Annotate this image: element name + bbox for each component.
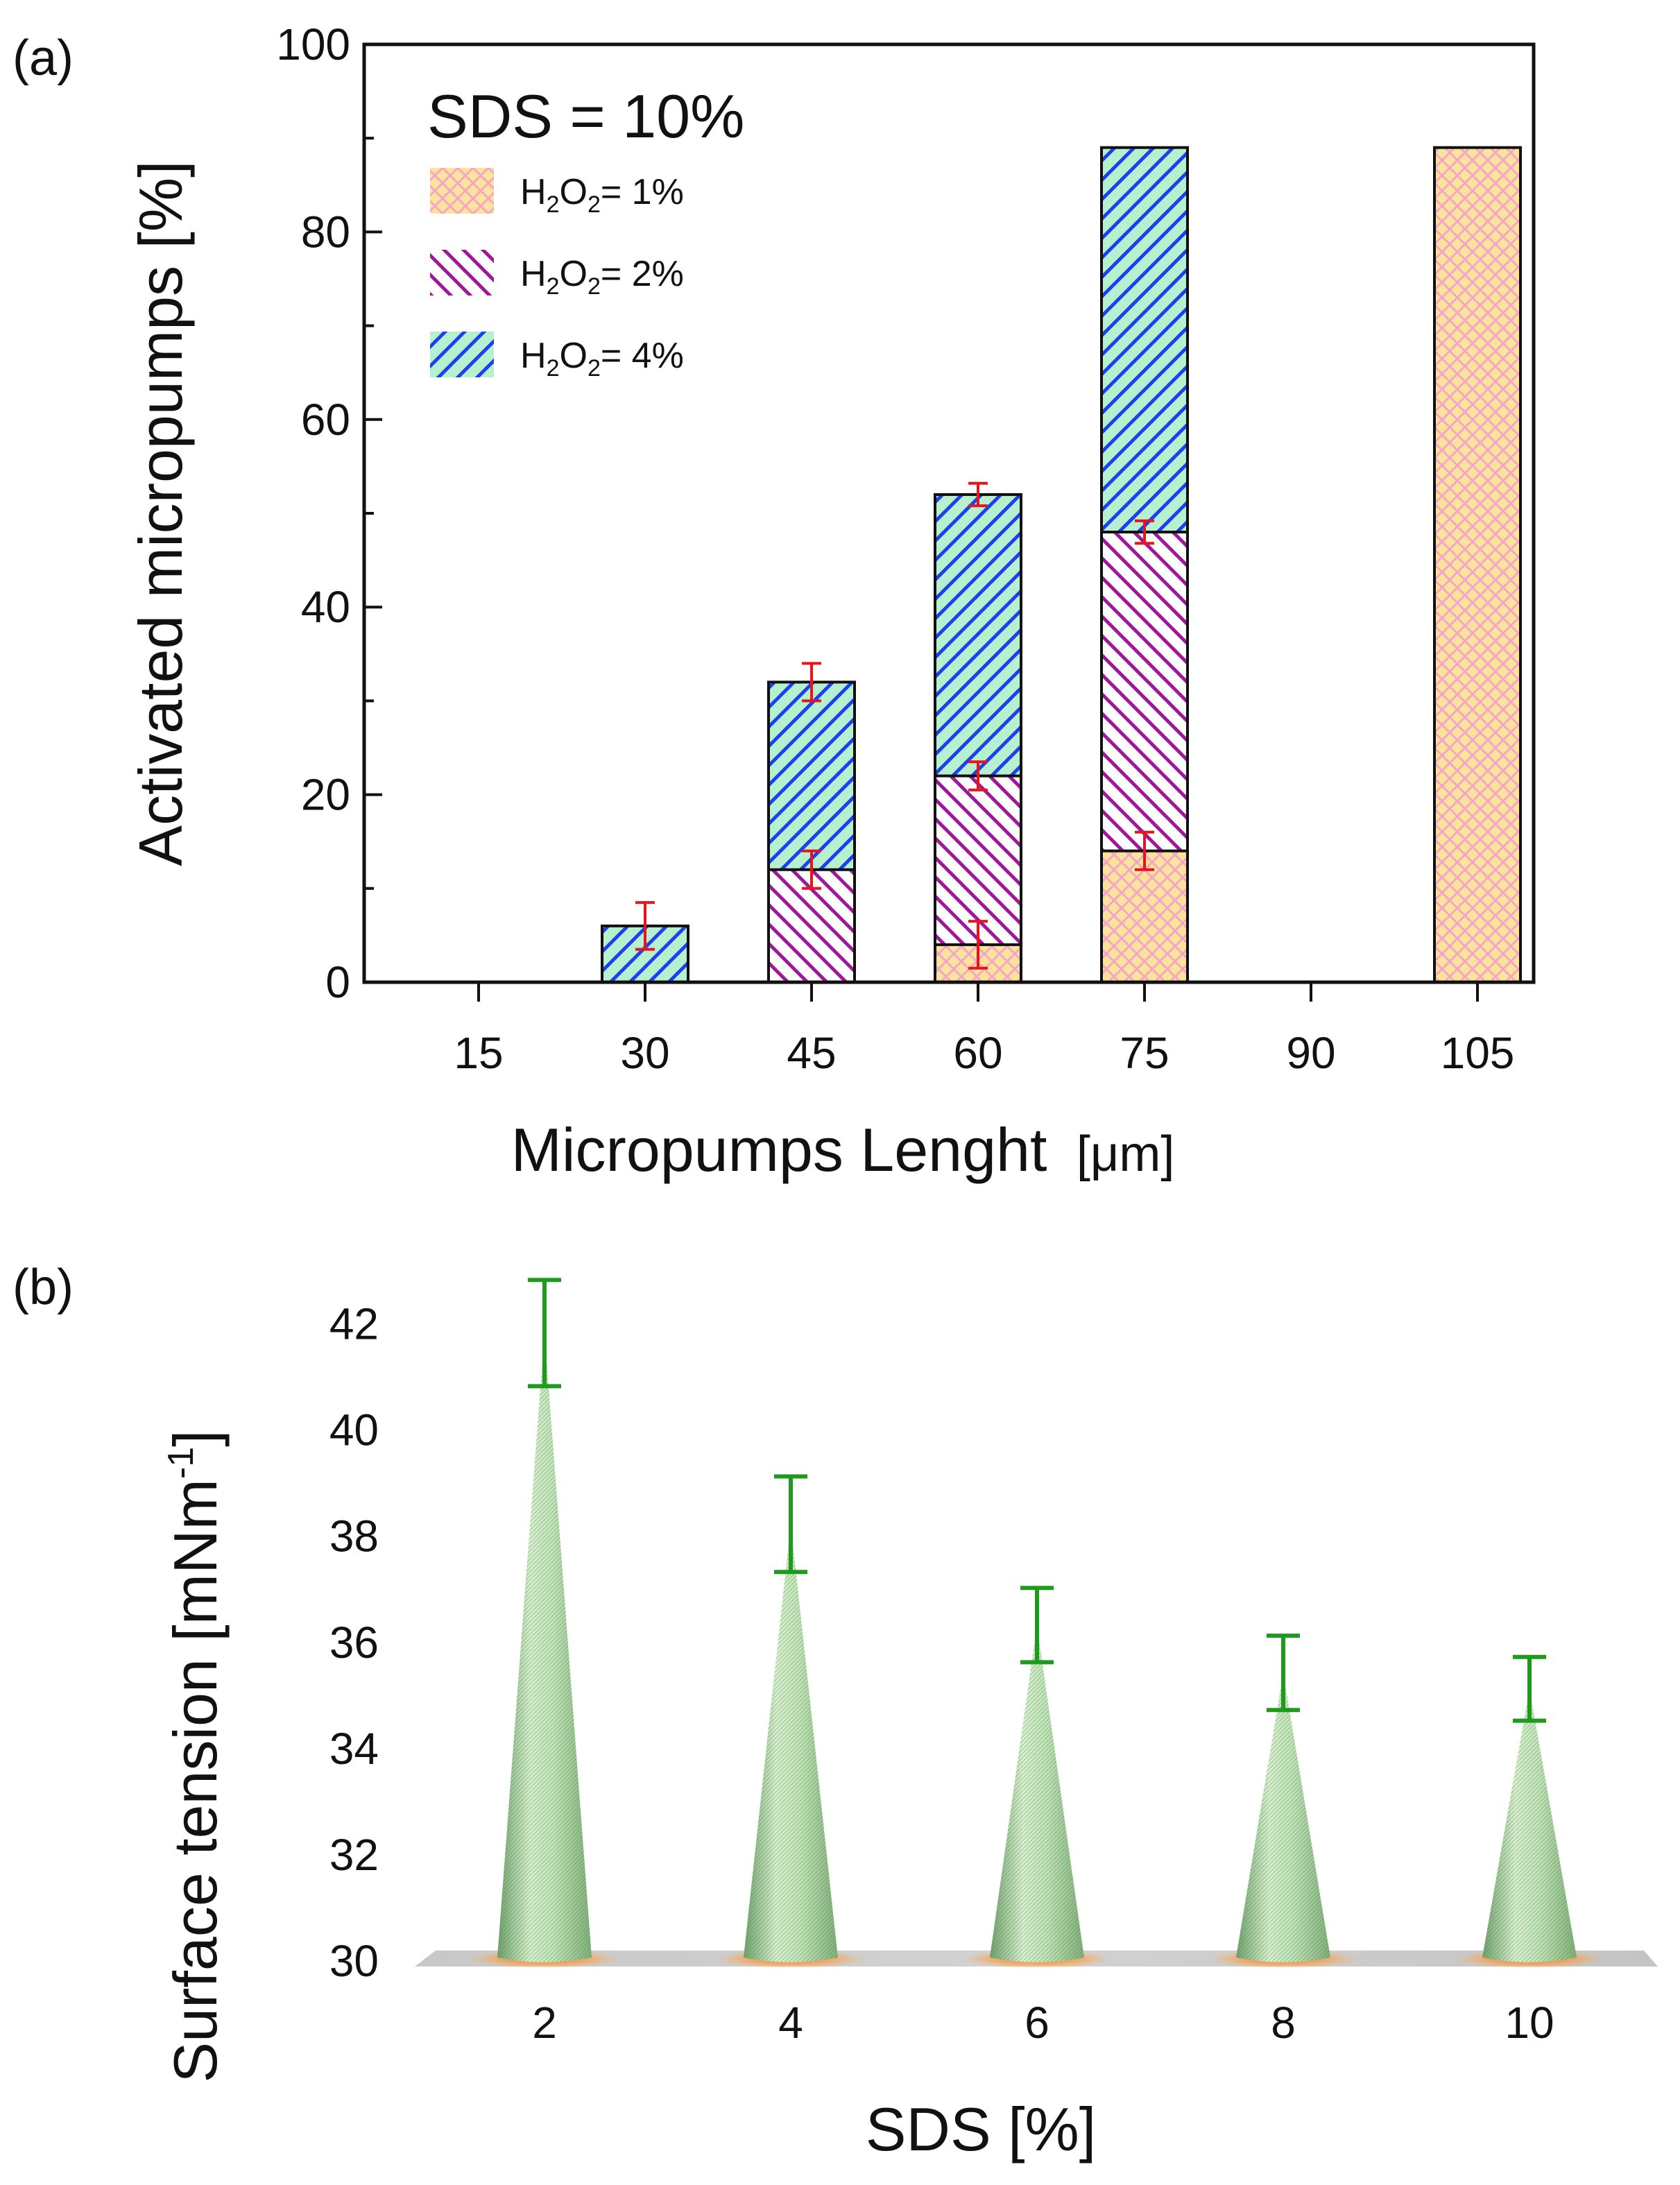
legend-label-part: O xyxy=(559,254,587,294)
legend-label: H2O2= 2% xyxy=(520,254,684,300)
b-cone-texture xyxy=(1236,1672,1330,1962)
b-x-tick-label: 4 xyxy=(778,1998,803,2048)
a-x-tick-label: 15 xyxy=(454,1028,503,1078)
legend-label-part: = 2% xyxy=(601,254,684,294)
a-x-axis-label: Micropumps Lenght xyxy=(511,1115,1047,1184)
legend-swatch-diagonal-back xyxy=(430,250,494,295)
b-x-tick-label: 2 xyxy=(532,1998,557,2048)
a-x-ticks: 15 30 45 60 75 90 105 xyxy=(454,982,1514,1078)
b-cone-texture xyxy=(990,1625,1084,1962)
b-cone-texture xyxy=(497,1333,592,1962)
a-y-tick-label: 40 xyxy=(301,582,350,632)
legend-label-part: 2 xyxy=(547,191,560,218)
b-y-axis-sup: -1 xyxy=(161,1447,201,1479)
b-y-axis-label: Surface tension [mNm xyxy=(161,1479,230,2083)
legend-label-part: H xyxy=(520,172,547,212)
legend-label-part: H xyxy=(520,254,547,294)
a-y-axis-title: Activated micropumps [%] xyxy=(126,160,195,866)
a-x-tick-label: 45 xyxy=(787,1028,836,1078)
legend-label-part: = 4% xyxy=(601,336,684,376)
b-y-ticks: 30 32 34 36 38 40 42 xyxy=(329,1299,379,1986)
b-error-bars xyxy=(528,1278,1546,1723)
chart-a: (a) 0 20 40 60 80 100 15 30 45 60 75 90 105 Activat… xyxy=(12,19,1536,1184)
a-x-tick-label: 90 xyxy=(1286,1028,1335,1078)
b-y-tick-label: 42 xyxy=(329,1299,379,1349)
b-cone-texture xyxy=(744,1524,838,1962)
a-x-axis-title: Micropumps Lenght [μm] xyxy=(511,1115,1175,1184)
a-y-tick-label: 60 xyxy=(301,395,350,445)
legend-label-part: O xyxy=(559,336,587,376)
b-y-tick-label: 34 xyxy=(329,1724,379,1774)
a-y-ticks: 0 20 40 60 80 100 xyxy=(276,19,382,1007)
b-y-tick-label: 30 xyxy=(329,1936,379,1986)
b-x-tick-label: 8 xyxy=(1271,1998,1296,2048)
a-y-tick-label: 0 xyxy=(325,957,350,1007)
bar-crosshatch xyxy=(1433,146,1522,984)
b-y-tick-label: 32 xyxy=(329,1830,379,1880)
b-y-axis-close: ] xyxy=(161,1430,230,1446)
legend-label: H2O2= 1% xyxy=(520,172,684,218)
b-y-tick-label: 36 xyxy=(329,1618,379,1668)
legend-swatch-diagonal-forward xyxy=(430,332,494,377)
a-bars xyxy=(601,146,1522,984)
legend-label-part: 2 xyxy=(588,355,601,382)
b-x-ticks: 2 4 6 8 10 xyxy=(532,1998,1554,2048)
legend-label-part: 2 xyxy=(547,355,560,382)
a-y-tick-label: 100 xyxy=(276,19,350,69)
legend-label-part: = 1% xyxy=(601,172,684,212)
a-y-tick-label: 20 xyxy=(301,770,350,820)
a-x-tick-label: 30 xyxy=(620,1028,669,1078)
legend-label-part: 2 xyxy=(547,273,560,300)
legend-label: H2O2= 4% xyxy=(520,336,684,382)
legend-label-part: H xyxy=(520,336,547,376)
legend-swatch-crosshatch xyxy=(430,168,494,214)
legend-label-part: 2 xyxy=(588,191,601,218)
legend-label-part: 2 xyxy=(588,273,601,300)
a-x-tick-label: 75 xyxy=(1120,1028,1169,1078)
a-x-tick-label: 105 xyxy=(1441,1028,1515,1078)
panel-a-label: (a) xyxy=(12,31,74,86)
a-x-axis-unit: [μm] xyxy=(1077,1126,1174,1182)
a-x-tick-label: 60 xyxy=(953,1028,1002,1078)
sds-annotation: SDS = 10% xyxy=(427,82,744,151)
b-cone-texture xyxy=(1482,1688,1577,1962)
a-y-tick-label: 80 xyxy=(301,207,350,257)
b-cones xyxy=(497,1333,1577,1962)
legend-label-part: O xyxy=(559,172,587,212)
b-x-axis-title: SDS [%] xyxy=(866,2095,1097,2163)
panel-b-label: (b) xyxy=(12,1260,74,1315)
b-y-tick-label: 40 xyxy=(329,1405,379,1455)
b-y-axis-title: Surface tension [mNm-1] xyxy=(161,1430,230,2082)
a-legend: H2O2= 1%H2O2= 2%H2O2= 4% xyxy=(430,168,684,382)
a-error-bars xyxy=(635,481,1154,970)
b-x-tick-label: 6 xyxy=(1025,1998,1049,2048)
b-x-tick-label: 10 xyxy=(1505,1998,1554,2048)
b-y-tick-label: 38 xyxy=(329,1511,379,1561)
